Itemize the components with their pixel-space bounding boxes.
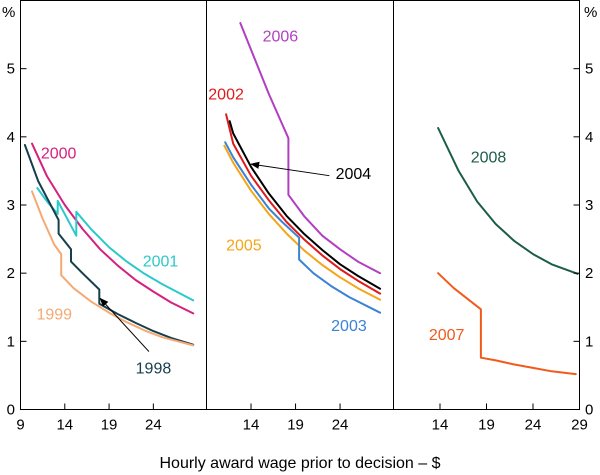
series-label-2007: 2007 xyxy=(429,327,465,344)
x-tick-label: 24 xyxy=(145,417,162,434)
panel-2: 14 19 24 2006 2002 2004 2005 2003 xyxy=(206,0,382,434)
chart-frame xyxy=(20,0,580,410)
series-line-2006 xyxy=(239,22,382,275)
series-line-2000 xyxy=(31,142,195,315)
series-line-2002 xyxy=(225,113,382,295)
x-tick-label: 24 xyxy=(332,417,349,434)
y-tick-label-right: 0 xyxy=(585,402,593,419)
annotation-arrow xyxy=(99,297,150,352)
y-axis-left: 0 1 2 3 4 5 xyxy=(7,61,27,419)
series-line-2001 xyxy=(36,187,195,302)
x-axis-title: Hourly award wage prior to decision – $ xyxy=(159,455,440,472)
y-tick-label-right: 5 xyxy=(585,61,593,78)
x-tick-label: 14 xyxy=(243,417,260,434)
x-tick-label: 19 xyxy=(101,417,118,434)
series-label-2001: 2001 xyxy=(143,253,179,270)
series-line-2005 xyxy=(223,144,382,301)
x-tick-label: 9 xyxy=(16,417,24,434)
series-label-2004: 2004 xyxy=(336,166,372,183)
series-label-2005: 2005 xyxy=(226,238,262,255)
series-label-2002: 2002 xyxy=(208,86,244,103)
y-unit-right: % xyxy=(584,4,597,21)
series-line-1999 xyxy=(31,190,195,347)
annotation-arrow xyxy=(250,161,330,177)
y-tick-label-left: 2 xyxy=(7,265,15,282)
series-label-2008: 2008 xyxy=(471,150,507,167)
series-label-2000: 2000 xyxy=(41,146,77,163)
panel-1: 9 14 19 24 2000 2001 1999 1998 xyxy=(16,142,195,434)
series-label-1998: 1998 xyxy=(136,360,172,377)
y-unit-left: % xyxy=(2,4,15,21)
series-label-2003: 2003 xyxy=(331,318,367,335)
series-label-2006: 2006 xyxy=(263,28,299,45)
y-tick-label-left: 0 xyxy=(7,402,15,419)
x-tick-label: 19 xyxy=(287,417,304,434)
x-tick-label: 29 xyxy=(571,417,588,434)
x-tick-label: 14 xyxy=(56,417,73,434)
y-tick-label-left: 1 xyxy=(7,333,15,350)
x-tick-label: 14 xyxy=(432,417,449,434)
y-axis-right: 0 1 2 3 4 5 xyxy=(573,61,593,419)
series-line-2003 xyxy=(224,141,382,314)
panel-3: 14 19 24 29 2008 2007 xyxy=(393,0,588,434)
x-tick-label: 24 xyxy=(525,417,542,434)
series-line-2004 xyxy=(228,120,382,290)
panels-layer: 9 14 19 24 2000 2001 1999 1998 14 19 24 2006 2002 200… xyxy=(16,0,588,434)
series-label-1999: 1999 xyxy=(36,307,72,324)
y-tick-label-right: 3 xyxy=(585,197,593,214)
series-line-1998 xyxy=(23,144,195,346)
y-tick-label-left: 5 xyxy=(7,61,15,78)
x-tick-label: 19 xyxy=(478,417,495,434)
series-line-2008 xyxy=(437,127,579,275)
series-line-2007 xyxy=(437,272,577,376)
y-tick-label-left: 4 xyxy=(7,129,15,146)
y-tick-label-right: 1 xyxy=(585,333,593,350)
y-tick-label-left: 3 xyxy=(7,197,15,214)
y-tick-label-right: 2 xyxy=(585,265,593,282)
y-tick-label-right: 4 xyxy=(585,129,593,146)
